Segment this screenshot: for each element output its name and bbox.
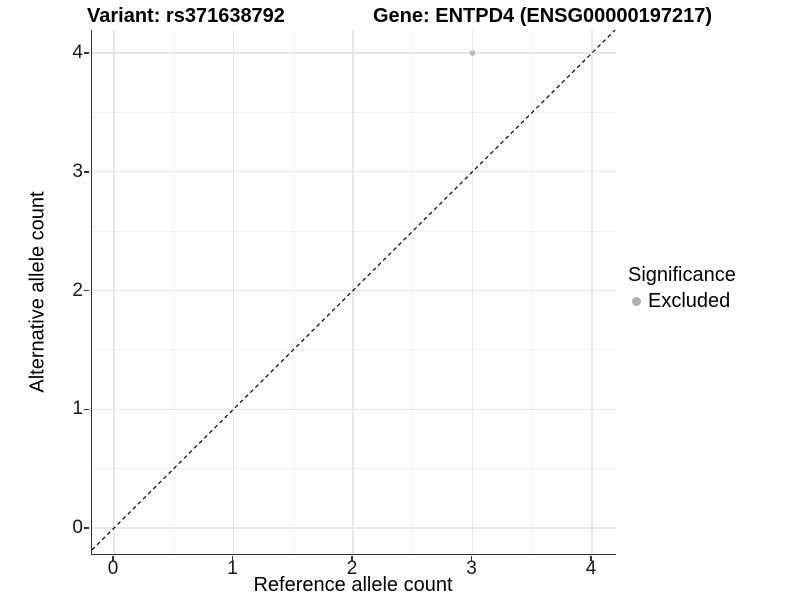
gridline xyxy=(92,52,616,54)
x-tick-mark xyxy=(112,555,114,561)
y-tick-label: 2 xyxy=(72,279,83,301)
y-tick-label: 0 xyxy=(72,517,83,538)
gridline xyxy=(471,30,474,554)
legend: Significance Excluded xyxy=(628,264,736,313)
legend-items: Excluded xyxy=(628,290,736,313)
gridline xyxy=(232,30,235,554)
identity-line xyxy=(91,29,616,551)
y-tick-mark xyxy=(84,52,90,54)
x-tick-label: 1 xyxy=(227,558,238,579)
plot-panel xyxy=(91,29,616,555)
legend-item: Excluded xyxy=(628,290,736,313)
x-axis-title: Reference allele count xyxy=(253,574,453,596)
legend-key-dot-icon xyxy=(632,297,641,306)
gridline xyxy=(92,289,616,292)
y-tick-mark xyxy=(84,527,90,529)
gridline xyxy=(591,30,593,554)
legend-item-label: Excluded xyxy=(648,290,731,312)
x-tick-label: 3 xyxy=(466,558,477,579)
gridline xyxy=(113,30,115,554)
gridline xyxy=(92,230,616,232)
gridline xyxy=(173,30,175,554)
y-tick-label: 1 xyxy=(72,398,83,420)
x-tick-mark xyxy=(590,555,592,561)
y-tick-label: 3 xyxy=(72,160,83,182)
gridline xyxy=(292,30,294,554)
gridline xyxy=(412,30,414,554)
gridline xyxy=(92,171,616,173)
legend-title: Significance xyxy=(628,264,736,286)
y-tick-mark xyxy=(84,408,90,410)
x-tick-mark xyxy=(470,555,473,561)
x-tick-label: 0 xyxy=(107,558,119,579)
data-point xyxy=(469,50,476,56)
x-tick-mark xyxy=(231,555,234,561)
gridline xyxy=(92,408,616,410)
y-tick-mark xyxy=(84,289,90,292)
gridline xyxy=(531,30,533,554)
gene-title: Gene: ENTPD4 (ENSG00000197217) xyxy=(373,5,713,27)
gridline xyxy=(92,349,616,351)
plot-layer xyxy=(91,29,616,551)
x-tick-label: 4 xyxy=(585,558,597,579)
gridline xyxy=(92,468,616,470)
x-tick-mark xyxy=(351,555,353,561)
y-tick-label: 4 xyxy=(72,42,83,63)
y-axis-title: Alternative allele count xyxy=(26,191,49,393)
variant-title: Variant: rs371638792 xyxy=(87,5,285,27)
y-tick-mark xyxy=(84,171,90,173)
gridline xyxy=(352,30,354,554)
gridline xyxy=(92,527,616,529)
gridline xyxy=(92,111,616,113)
x-tick-label: 2 xyxy=(346,558,358,579)
